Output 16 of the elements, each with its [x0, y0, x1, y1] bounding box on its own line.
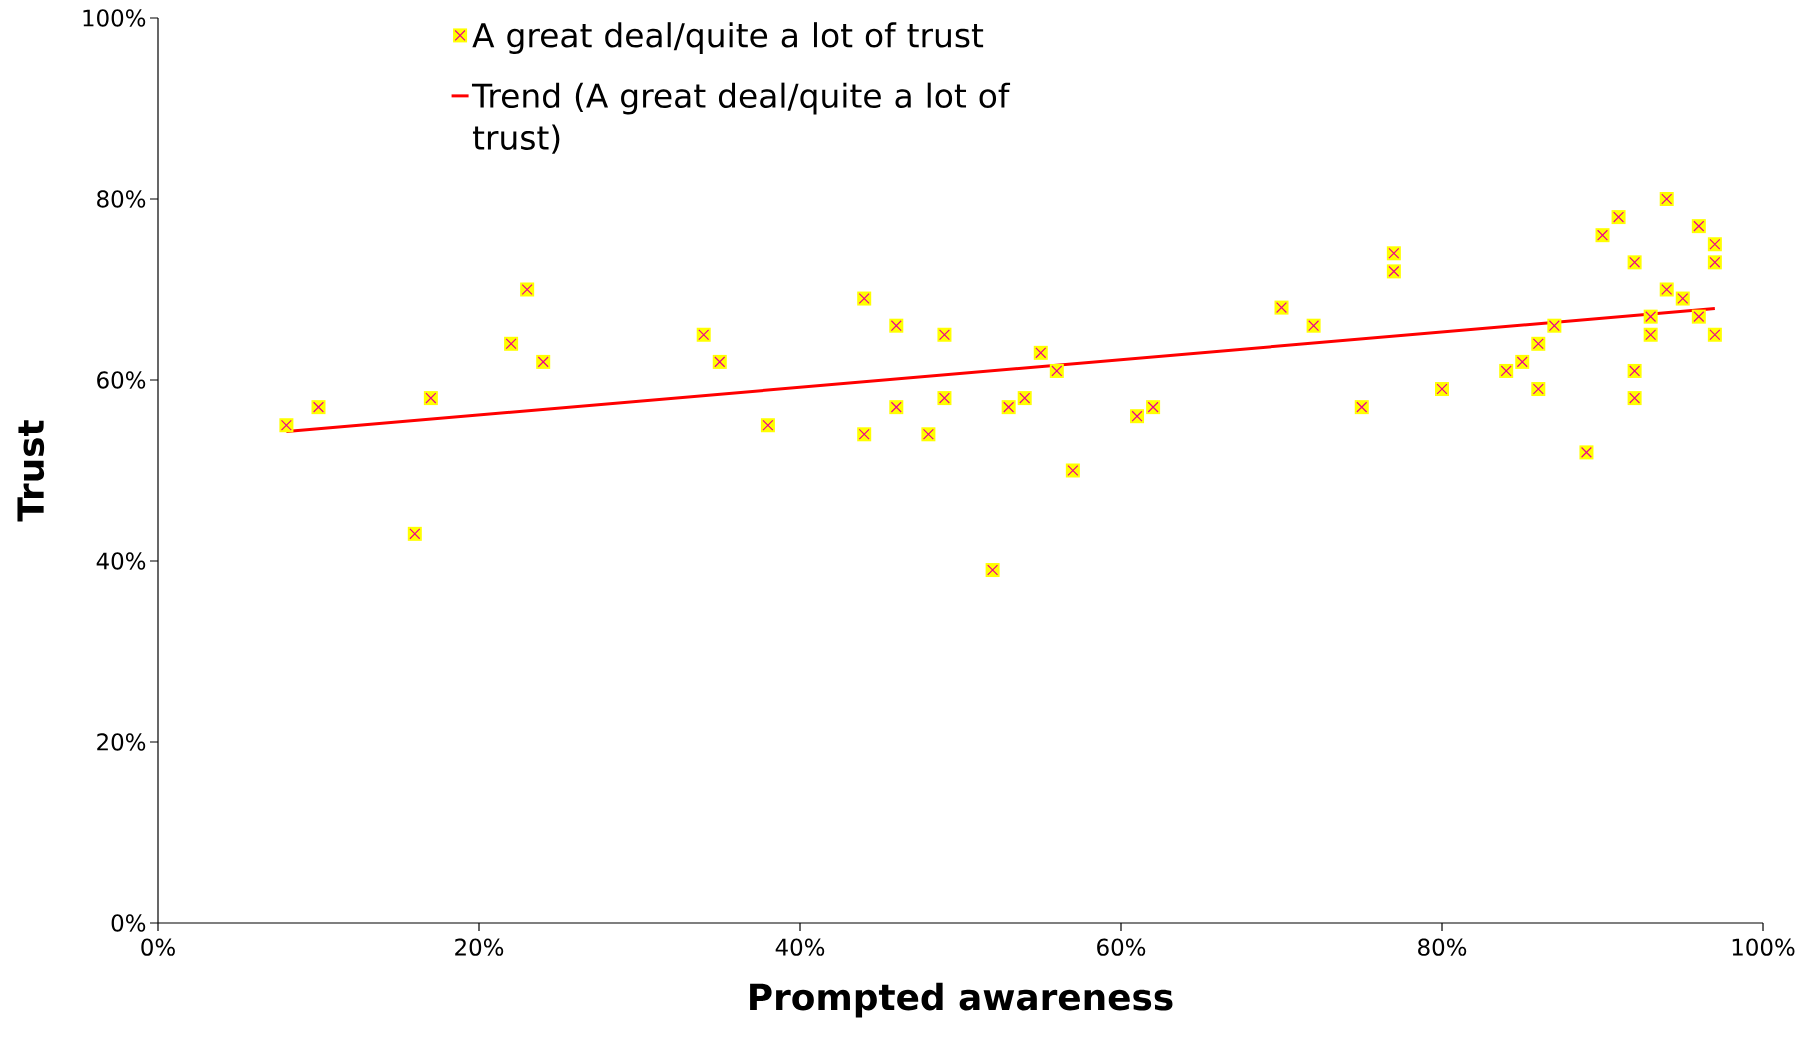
y-tick-label: 100%: [83, 9, 146, 27]
x-tick-label: 80%: [1418, 938, 1467, 956]
y-axis-title: Trust: [17, 420, 45, 522]
x-axis-title: Prompted awareness: [750, 982, 1173, 1018]
y-tick-label: 0%: [111, 914, 146, 932]
x-tick-label: 20%: [455, 938, 504, 956]
y-tick-label: 40%: [96, 552, 146, 570]
y-tick-label: 80%: [97, 190, 146, 208]
x-tick-label: 0%: [141, 938, 175, 956]
y-tick-label: 20%: [97, 733, 146, 751]
x-tick-label: 40%: [775, 938, 825, 956]
legend-label: Trend (A great deal/quite a lot of trust): [471, 82, 1011, 154]
legend-label: A great deal/quite a lot of trust: [472, 22, 984, 54]
x-tick-label: 60%: [1097, 938, 1146, 956]
y-tick-label: 60%: [97, 371, 146, 389]
x-tick-label: 100%: [1732, 938, 1795, 956]
